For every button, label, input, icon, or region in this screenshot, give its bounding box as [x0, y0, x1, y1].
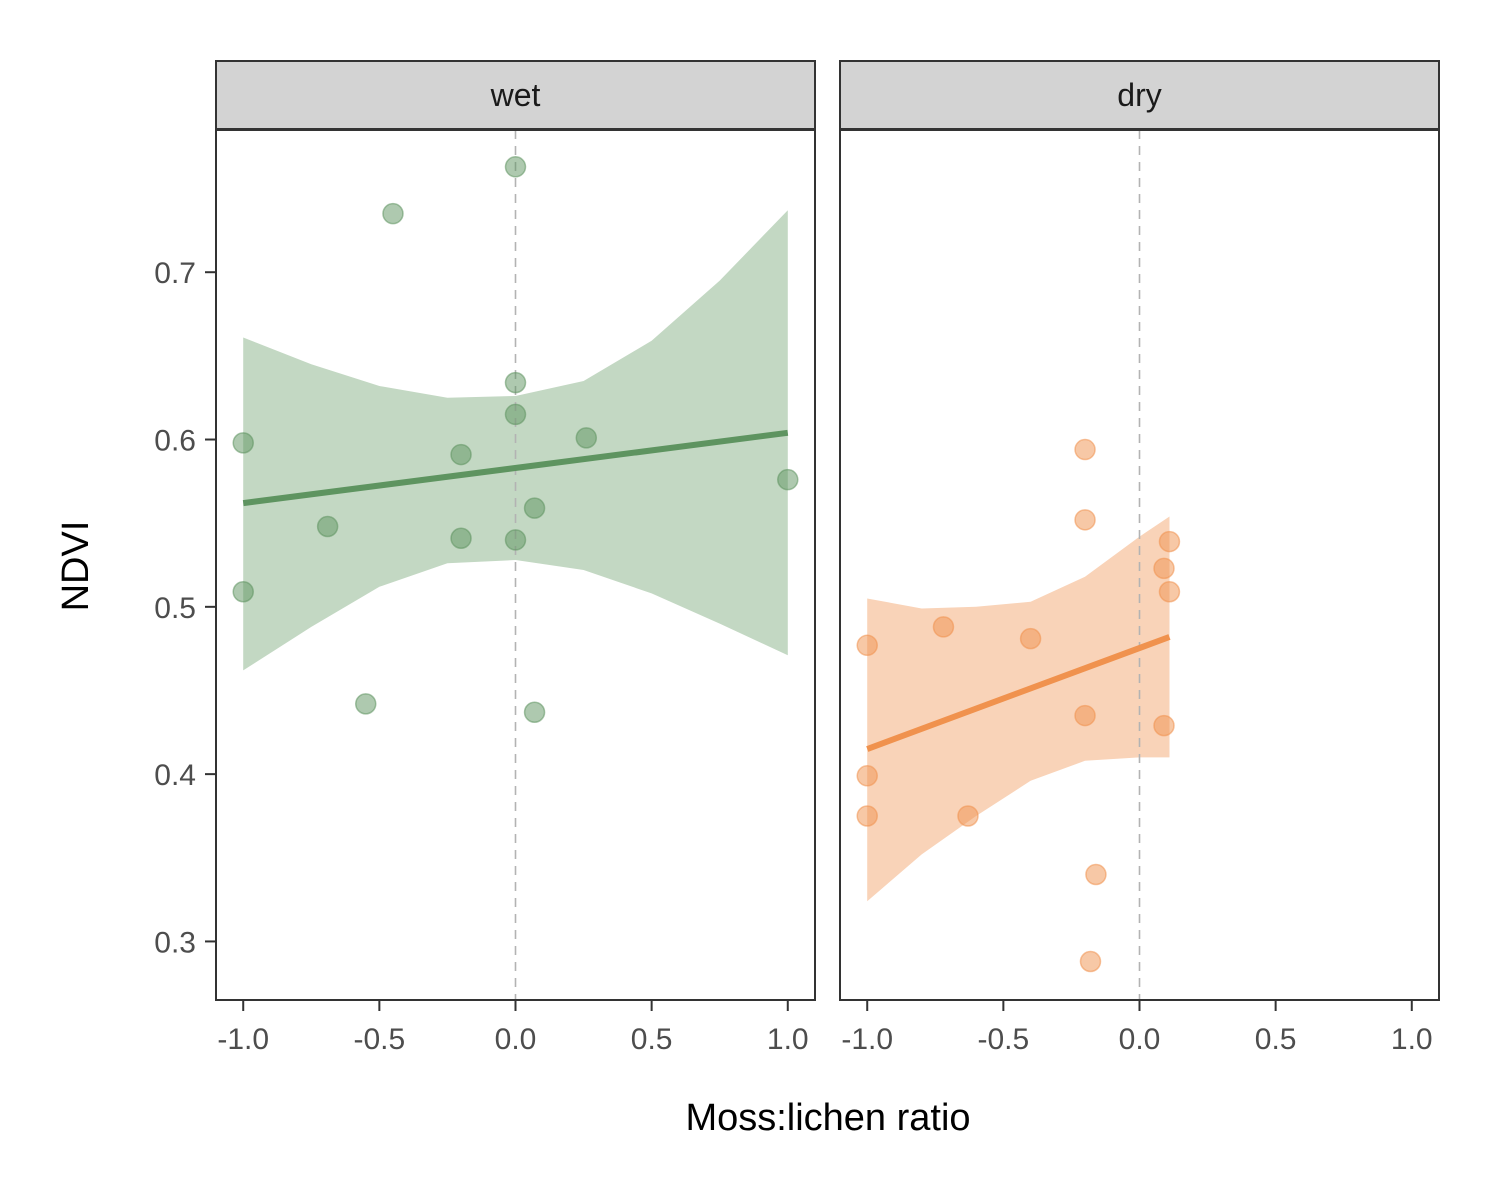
data-point [1074, 438, 1096, 461]
facet-strip-label: wet [490, 77, 541, 113]
data-point [1019, 627, 1042, 650]
data-point [1079, 950, 1102, 973]
data-point [450, 443, 472, 466]
data-point [1085, 863, 1107, 886]
x-tick-label: -0.5 [354, 1023, 406, 1056]
data-point [932, 616, 955, 638]
x-tick-label: -1.0 [841, 1023, 893, 1056]
data-point [382, 202, 404, 225]
facet-strip [215, 60, 816, 130]
data-point [1158, 581, 1181, 603]
facet-strip-label: dry [1117, 77, 1161, 113]
confidence-band [867, 516, 1170, 902]
y-tick-label: 0.3 [154, 926, 196, 959]
data-point [316, 515, 339, 538]
x-tick-label: 0.5 [631, 1023, 673, 1056]
x-tick-label: 1.0 [767, 1023, 809, 1056]
data-point [504, 156, 527, 178]
data-point [1074, 704, 1096, 727]
data-point [1074, 509, 1096, 531]
data-point [232, 581, 254, 603]
data-point [777, 468, 799, 491]
panel-wet: wet -1.0 -0.5 0.0 0.5 1.0 0.3 0.4 0.5 0.6 0.7 [154, 60, 816, 1056]
data-point [856, 765, 878, 787]
data-point [504, 529, 527, 551]
data-point [523, 497, 546, 519]
x-axis-title: Moss:lichen ratio [685, 1097, 970, 1139]
x-tick-label: -1.0 [217, 1023, 269, 1056]
regression-line [242, 429, 789, 507]
data-point [450, 527, 472, 549]
y-axis-title: NDVI [55, 521, 97, 612]
data-point [575, 427, 598, 449]
data-point [1153, 557, 1175, 580]
x-tick-label: 0.5 [1255, 1023, 1297, 1056]
data-point [232, 432, 254, 454]
regression-line [866, 634, 1171, 752]
x-tick-label: -0.5 [978, 1023, 1030, 1056]
data-point [523, 701, 546, 723]
x-tick-label: 0.0 [495, 1023, 537, 1056]
data-point [856, 634, 878, 657]
panel-dry: dry -1.0 -0.5 0.0 0.5 1.0 [839, 60, 1440, 1056]
y-tick-label: 0.7 [154, 257, 196, 290]
y-tick-label: 0.4 [154, 759, 196, 792]
x-tick-label: 1.0 [1391, 1023, 1433, 1056]
data-point [1158, 530, 1181, 553]
x-tick-label: 0.0 [1119, 1023, 1161, 1056]
data-point [504, 371, 527, 394]
y-tick-label: 0.5 [154, 592, 196, 625]
data-point [957, 805, 979, 827]
data-point [355, 693, 377, 715]
facet-panels: wet -1.0 -0.5 0.0 0.5 1.0 0.3 0.4 0.5 0.6 0.7 dry -1… [154, 60, 1440, 1056]
y-tick-label: 0.6 [154, 425, 196, 458]
data-point [856, 805, 878, 827]
data-point [1153, 714, 1175, 737]
data-point [504, 403, 527, 426]
